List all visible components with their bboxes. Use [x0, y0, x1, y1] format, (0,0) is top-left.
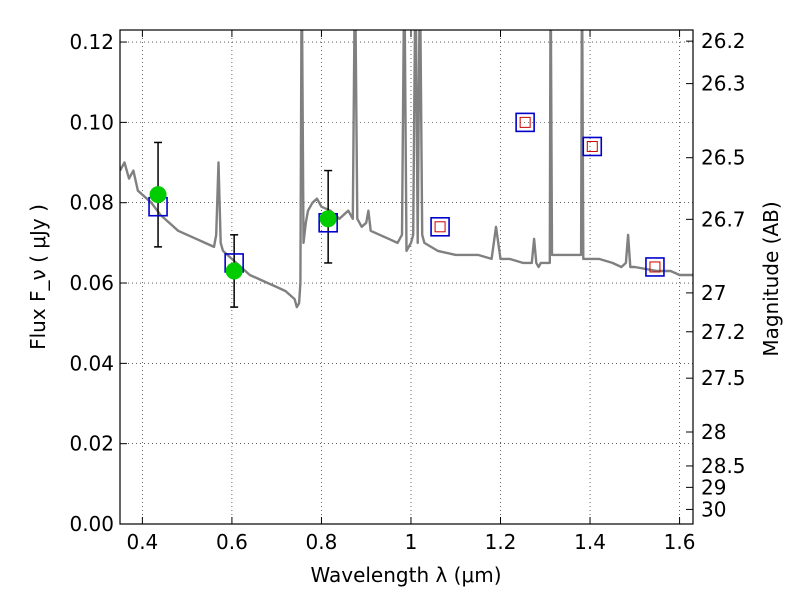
right-axis-title: Magnitude (AB): [759, 201, 783, 356]
model-photometry-inner-square: [434, 221, 446, 233]
y-tick-label: 0.06: [69, 271, 114, 295]
right-tick-label: 26.2: [701, 29, 746, 53]
right-tick-label: 27.5: [701, 366, 746, 390]
right-tick-label: 27.2: [701, 320, 746, 344]
x-tick-label: 1.2: [485, 530, 517, 554]
x-tick-label: 1: [405, 530, 418, 554]
y-tick-label: 0.02: [69, 432, 114, 456]
x-tick-label: 0.6: [216, 530, 248, 554]
y-tick-label: 0.00: [69, 512, 114, 536]
axis-ticks: 0.4 0.6 0.8 1 1.2 1.4 1.6 0.00 0.02 0.04 0.06 0.08 0…: [69, 29, 745, 554]
x-axis-title: Wavelength λ (μm): [310, 563, 501, 587]
x-tick-label: 1.4: [574, 530, 606, 554]
right-tick-label: 28.5: [701, 454, 746, 478]
right-tick-label: 30: [701, 497, 726, 521]
right-tick-label: 26.3: [701, 72, 746, 96]
model-photometry-square: [515, 112, 535, 133]
observed-data-point: [319, 210, 337, 228]
y-tick-label: 0.12: [69, 30, 114, 54]
model-photometry-square: [582, 136, 603, 157]
model-photometry-inner-square: [586, 140, 598, 152]
model-photometry-square: [430, 216, 450, 237]
model-spectrum-line: [120, 30, 693, 309]
y-tick-label: 0.04: [69, 351, 114, 375]
y-tick-label: 0.08: [69, 191, 114, 215]
y-axis-title: Flux F_ν ( μJy ): [26, 204, 50, 350]
model-photometry-inner-square: [519, 116, 531, 128]
observed-data-point: [225, 262, 243, 280]
x-tick-label: 0.8: [306, 530, 338, 554]
x-tick-label: 0.4: [126, 530, 158, 554]
model-photometry-inner-square: [649, 261, 661, 273]
right-tick-label: 27: [701, 281, 726, 305]
right-tick-label: 26.7: [701, 207, 746, 231]
right-tick-label: 29: [701, 475, 726, 499]
y-tick-label: 0.10: [69, 110, 114, 134]
right-tick-label: 28: [701, 420, 726, 444]
observed-data-point: [149, 186, 167, 204]
right-tick-label: 26.5: [701, 146, 746, 170]
plot-frame: [119, 29, 694, 525]
data-series: [120, 30, 693, 309]
model-photometry-square: [645, 257, 665, 277]
x-tick-label: 1.6: [664, 530, 696, 554]
